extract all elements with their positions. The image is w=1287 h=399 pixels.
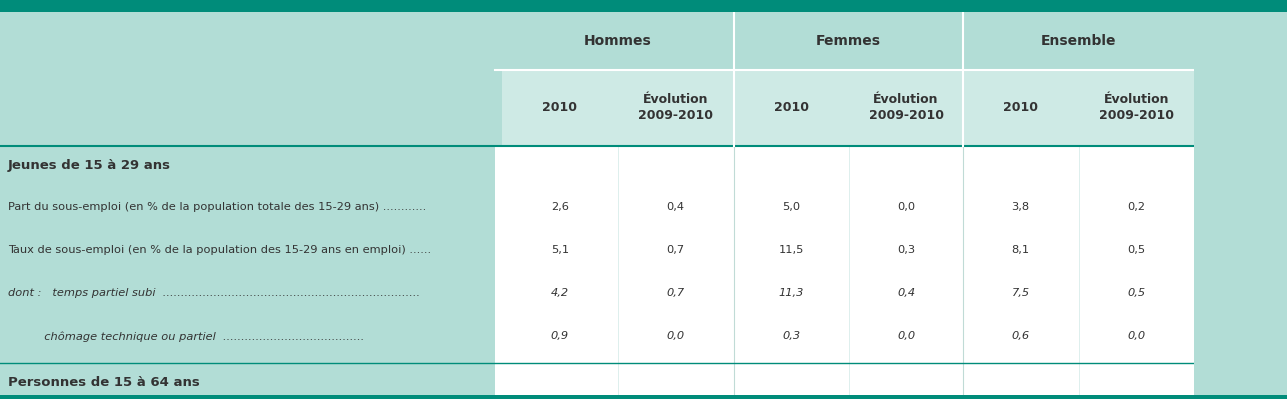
Text: 11,3: 11,3: [779, 288, 804, 298]
Text: dont :   temps partiel subi  ...................................................: dont : temps partiel subi ..............…: [8, 288, 420, 298]
Text: 0,5: 0,5: [1127, 245, 1145, 255]
Text: 0,5: 0,5: [1127, 288, 1145, 298]
Text: 5,0: 5,0: [782, 202, 801, 212]
Text: 4,2: 4,2: [551, 288, 569, 298]
Text: chômage technique ou partiel  .......................................: chômage technique ou partiel ...........…: [8, 331, 364, 342]
Bar: [0, 0, 1287, 146]
Text: 2010: 2010: [773, 101, 810, 114]
Bar: [502, 12, 734, 70]
Text: 0,0: 0,0: [897, 331, 915, 342]
Bar: [1194, 0, 1287, 399]
Bar: [963, 70, 1194, 146]
Bar: [0, 0, 495, 399]
Text: 0,0: 0,0: [1127, 331, 1145, 342]
Bar: [0, 0, 1287, 12]
Bar: [963, 12, 1194, 70]
Bar: [734, 12, 963, 70]
Text: 5,1: 5,1: [551, 245, 569, 255]
Text: 0,7: 0,7: [667, 288, 685, 298]
Text: 0,0: 0,0: [667, 331, 685, 342]
Text: Évolution
2009-2010: Évolution 2009-2010: [638, 93, 713, 122]
Bar: [0, 146, 1287, 399]
Text: Personnes de 15 à 64 ans: Personnes de 15 à 64 ans: [8, 376, 199, 389]
Text: 0,6: 0,6: [1012, 331, 1030, 342]
Bar: [502, 70, 734, 146]
Text: Taux de sous-emploi (en % de la population des 15-29 ans en emploi) ......: Taux de sous-emploi (en % de la populati…: [8, 245, 431, 255]
Text: 11,5: 11,5: [779, 245, 804, 255]
Text: 3,8: 3,8: [1012, 202, 1030, 212]
Text: Évolution
2009-2010: Évolution 2009-2010: [869, 93, 943, 122]
Text: 0,4: 0,4: [897, 288, 915, 298]
Text: Évolution
2009-2010: Évolution 2009-2010: [1099, 93, 1174, 122]
Text: 0,3: 0,3: [897, 245, 915, 255]
Text: 0,4: 0,4: [667, 202, 685, 212]
Text: 2010: 2010: [542, 101, 578, 114]
Bar: [734, 70, 963, 146]
Text: Part du sous-emploi (en % de la population totale des 15-29 ans) ............: Part du sous-emploi (en % de la populati…: [8, 202, 426, 212]
Text: Jeunes de 15 à 29 ans: Jeunes de 15 à 29 ans: [8, 159, 171, 172]
Bar: [0, 395, 1287, 399]
Text: Ensemble: Ensemble: [1041, 34, 1116, 48]
Text: 7,5: 7,5: [1012, 288, 1030, 298]
Text: 8,1: 8,1: [1012, 245, 1030, 255]
Text: 0,2: 0,2: [1127, 202, 1145, 212]
Text: 0,9: 0,9: [551, 331, 569, 342]
Text: 2010: 2010: [1003, 101, 1039, 114]
Text: 2,6: 2,6: [551, 202, 569, 212]
Text: 0,3: 0,3: [782, 331, 801, 342]
Text: 0,7: 0,7: [667, 245, 685, 255]
Text: Hommes: Hommes: [584, 34, 651, 48]
Text: Femmes: Femmes: [816, 34, 880, 48]
Text: 0,0: 0,0: [897, 202, 915, 212]
